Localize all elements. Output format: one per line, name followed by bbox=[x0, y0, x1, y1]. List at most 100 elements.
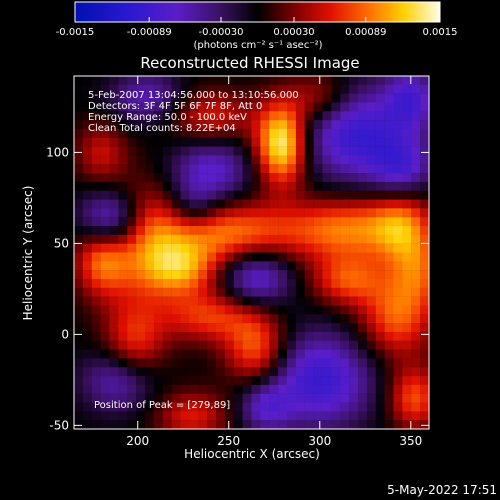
heatmap-cell bbox=[198, 287, 208, 297]
heatmap-cell bbox=[216, 155, 226, 165]
heatmap-cell bbox=[322, 314, 332, 324]
heatmap-cell bbox=[100, 367, 110, 377]
heatmap-cell bbox=[127, 358, 137, 368]
heatmap-cell bbox=[278, 402, 288, 412]
heatmap-cell bbox=[287, 393, 297, 403]
heatmap-cell bbox=[100, 208, 110, 218]
heatmap-cell bbox=[216, 164, 226, 174]
heatmap-cell bbox=[162, 411, 172, 421]
heatmap-cell bbox=[171, 384, 181, 394]
heatmap-cell bbox=[402, 93, 412, 103]
colorbar-tick-label: -0.0015 bbox=[56, 27, 95, 38]
heatmap-cell bbox=[74, 331, 84, 341]
heatmap-cell bbox=[287, 93, 297, 103]
heatmap-cell bbox=[366, 270, 376, 280]
heatmap-cell bbox=[91, 226, 101, 236]
heatmap-cell bbox=[198, 323, 208, 333]
heatmap-cell bbox=[384, 420, 394, 429]
heatmap-cell bbox=[91, 217, 101, 227]
heatmap-cell bbox=[278, 323, 288, 333]
heatmap-cell bbox=[242, 402, 252, 412]
heatmap-cell bbox=[331, 243, 341, 253]
heatmap-cell bbox=[260, 199, 270, 209]
heatmap-cell bbox=[287, 384, 297, 394]
heatmap-cell bbox=[358, 155, 368, 165]
heatmap-cell bbox=[136, 190, 146, 200]
heatmap-cell bbox=[366, 93, 376, 103]
heatmap-cell bbox=[260, 102, 270, 112]
heatmap-cell bbox=[322, 349, 332, 359]
heatmap-cell bbox=[304, 420, 314, 429]
heatmap-cell bbox=[313, 102, 323, 112]
heatmap-cell bbox=[420, 420, 429, 429]
heatmap-cell bbox=[313, 367, 323, 377]
heatmap-cell bbox=[269, 287, 279, 297]
heatmap-cell bbox=[260, 331, 270, 341]
heatmap-cell bbox=[162, 420, 172, 429]
heatmap-cell bbox=[366, 331, 376, 341]
heatmap-cell bbox=[242, 128, 252, 138]
x-tick-label: 200 bbox=[126, 434, 149, 448]
heatmap-cell bbox=[100, 102, 110, 112]
heatmap-cell bbox=[153, 155, 163, 165]
heatmap-cell bbox=[269, 199, 279, 209]
heatmap-cell bbox=[384, 84, 394, 94]
heatmap-cell bbox=[411, 420, 421, 429]
heatmap-cell bbox=[91, 137, 101, 147]
heatmap-cell bbox=[402, 146, 412, 156]
heatmap-cell bbox=[224, 208, 234, 218]
heatmap-cell bbox=[127, 243, 137, 253]
heatmap-cell bbox=[74, 190, 84, 200]
footer-timestamp: 5-May-2022 17:51 bbox=[387, 483, 497, 497]
heatmap-cell bbox=[171, 173, 181, 183]
heatmap-cell bbox=[74, 173, 84, 183]
heatmap-cell bbox=[127, 234, 137, 244]
heatmap-cell bbox=[295, 393, 305, 403]
heatmap-cell bbox=[366, 146, 376, 156]
heatmap-cell bbox=[118, 261, 128, 271]
heatmap-cell bbox=[402, 270, 412, 280]
heatmap-cell bbox=[180, 243, 190, 253]
heatmap-cell bbox=[109, 358, 119, 368]
heatmap-cell bbox=[198, 384, 208, 394]
heatmap-cell bbox=[304, 314, 314, 324]
heatmap-cell bbox=[224, 305, 234, 315]
heatmap-cell bbox=[331, 173, 341, 183]
heatmap-cell bbox=[153, 393, 163, 403]
heatmap-cell bbox=[127, 402, 137, 412]
heatmap-cell bbox=[109, 93, 119, 103]
heatmap-cell bbox=[153, 340, 163, 350]
heatmap-cell bbox=[145, 217, 155, 227]
heatmap-cell bbox=[198, 93, 208, 103]
heatmap-cell bbox=[207, 376, 217, 386]
heatmap-cell bbox=[198, 173, 208, 183]
heatmap-cell bbox=[340, 146, 350, 156]
heatmap-cell bbox=[411, 93, 421, 103]
heatmap-cell bbox=[304, 76, 314, 86]
heatmap-cell bbox=[287, 411, 297, 421]
heatmap-cell bbox=[295, 190, 305, 200]
heatmap-cell bbox=[171, 349, 181, 359]
heatmap-cell bbox=[322, 278, 332, 288]
heatmap-cell bbox=[295, 173, 305, 183]
heatmap-cell bbox=[82, 358, 92, 368]
heatmap-cell bbox=[171, 270, 181, 280]
heatmap-cell bbox=[100, 252, 110, 262]
heatmap-cell bbox=[100, 84, 110, 94]
heatmap-cell bbox=[349, 252, 359, 262]
heatmap-cell bbox=[251, 252, 261, 262]
heatmap-cell bbox=[331, 199, 341, 209]
heatmap-cell bbox=[100, 226, 110, 236]
heatmap-cell bbox=[393, 208, 403, 218]
heatmap-cell bbox=[366, 128, 376, 138]
heatmap-cell bbox=[295, 111, 305, 121]
heatmap-cell bbox=[260, 367, 270, 377]
heatmap-cell bbox=[384, 252, 394, 262]
heatmap-cell bbox=[349, 243, 359, 253]
heatmap-cell bbox=[224, 384, 234, 394]
heatmap-cell bbox=[269, 111, 279, 121]
heatmap-cell bbox=[420, 376, 429, 386]
heatmap-cell bbox=[411, 173, 421, 183]
heatmap-cell bbox=[100, 111, 110, 121]
heatmap-cell bbox=[224, 234, 234, 244]
